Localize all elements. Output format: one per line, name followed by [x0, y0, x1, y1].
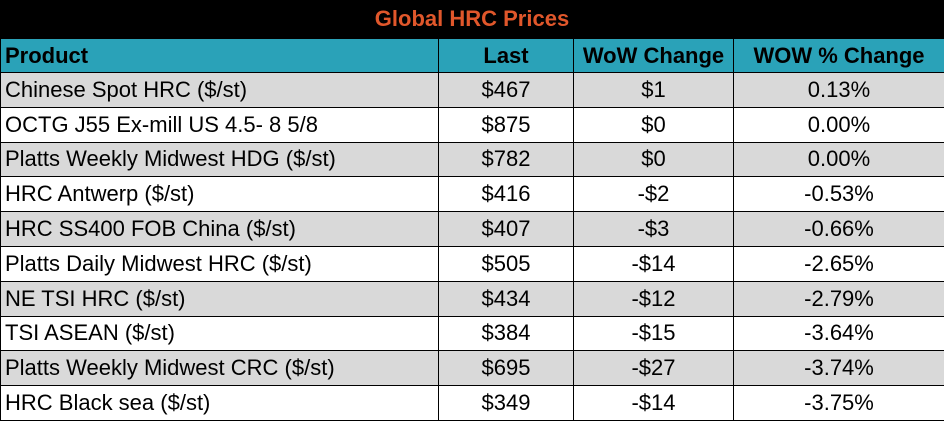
cell-wow-change: $0: [573, 141, 734, 178]
cell-wow-pct-change: 0.00%: [733, 141, 944, 178]
column-header-product: Product: [0, 38, 439, 73]
cell-last: $695: [438, 350, 574, 387]
cell-product: Chinese Spot HRC ($/st): [0, 72, 439, 108]
cell-last: $349: [438, 385, 574, 421]
cell-wow-change: -$27: [573, 350, 734, 387]
table-title: Global HRC Prices: [374, 6, 570, 31]
cell-wow-change: $0: [573, 106, 734, 143]
column-header-wow-change: WoW Change: [573, 38, 734, 73]
cell-wow-change: -$14: [573, 245, 734, 282]
cell-wow-pct-change: 0.00%: [733, 106, 944, 143]
prices-table: Product Last WoW Change WOW % Change Chi…: [0, 38, 944, 421]
cell-last: $505: [438, 245, 574, 282]
cell-wow-pct-change: -3.64%: [733, 315, 944, 352]
cell-wow-pct-change: -2.79%: [733, 280, 944, 317]
title-bar: Global HRC Prices: [0, 0, 944, 38]
cell-product: HRC SS400 FOB China ($/st): [0, 211, 439, 247]
cell-wow-change: -$2: [573, 176, 734, 213]
table-row: HRC Black sea ($/st) $349 -$14 -3.75%: [0, 385, 944, 421]
cell-wow-pct-change: -3.74%: [733, 350, 944, 387]
cell-wow-pct-change: -0.53%: [733, 176, 944, 213]
cell-last: $384: [438, 315, 574, 352]
cell-wow-pct-change: -3.75%: [733, 385, 944, 421]
cell-wow-pct-change: -2.65%: [733, 245, 944, 282]
cell-product: TSI ASEAN ($/st): [0, 315, 439, 352]
cell-wow-pct-change: -0.66%: [733, 211, 944, 247]
table-row: HRC SS400 FOB China ($/st) $407 -$3 -0.6…: [0, 211, 944, 247]
cell-wow-change: -$15: [573, 315, 734, 352]
cell-last: $782: [438, 141, 574, 178]
cell-product: Platts Daily Midwest HRC ($/st): [0, 245, 439, 282]
table-row: Platts Weekly Midwest CRC ($/st) $695 -$…: [0, 350, 944, 387]
cell-wow-change: -$12: [573, 280, 734, 317]
cell-product: NE TSI HRC ($/st): [0, 280, 439, 317]
table-row: TSI ASEAN ($/st) $384 -$15 -3.64%: [0, 315, 944, 352]
cell-last: $416: [438, 176, 574, 213]
cell-product: Platts Weekly Midwest CRC ($/st): [0, 350, 439, 387]
table-row: Platts Daily Midwest HRC ($/st) $505 -$1…: [0, 245, 944, 282]
table-row: Chinese Spot HRC ($/st) $467 $1 0.13%: [0, 72, 944, 108]
cell-product: HRC Black sea ($/st): [0, 385, 439, 421]
table-row: HRC Antwerp ($/st) $416 -$2 -0.53%: [0, 176, 944, 213]
cell-last: $434: [438, 280, 574, 317]
table-row: OCTG J55 Ex-mill US 4.5- 8 5/8 $875 $0 0…: [0, 106, 944, 143]
table-body: Chinese Spot HRC ($/st) $467 $1 0.13% OC…: [0, 72, 944, 421]
cell-last: $875: [438, 106, 574, 143]
cell-product: Platts Weekly Midwest HDG ($/st): [0, 141, 439, 178]
cell-last: $407: [438, 211, 574, 247]
cell-wow-pct-change: 0.13%: [733, 72, 944, 108]
cell-wow-change: -$14: [573, 385, 734, 421]
cell-product: OCTG J55 Ex-mill US 4.5- 8 5/8: [0, 106, 439, 143]
header-row: Product Last WoW Change WOW % Change: [0, 38, 944, 73]
cell-wow-change: -$3: [573, 211, 734, 247]
column-header-last: Last: [438, 38, 574, 73]
cell-wow-change: $1: [573, 72, 734, 108]
cell-product: HRC Antwerp ($/st): [0, 176, 439, 213]
column-header-wow-pct-change: WOW % Change: [733, 38, 944, 73]
cell-last: $467: [438, 72, 574, 108]
table-row: Platts Weekly Midwest HDG ($/st) $782 $0…: [0, 141, 944, 178]
table-row: NE TSI HRC ($/st) $434 -$12 -2.79%: [0, 280, 944, 317]
